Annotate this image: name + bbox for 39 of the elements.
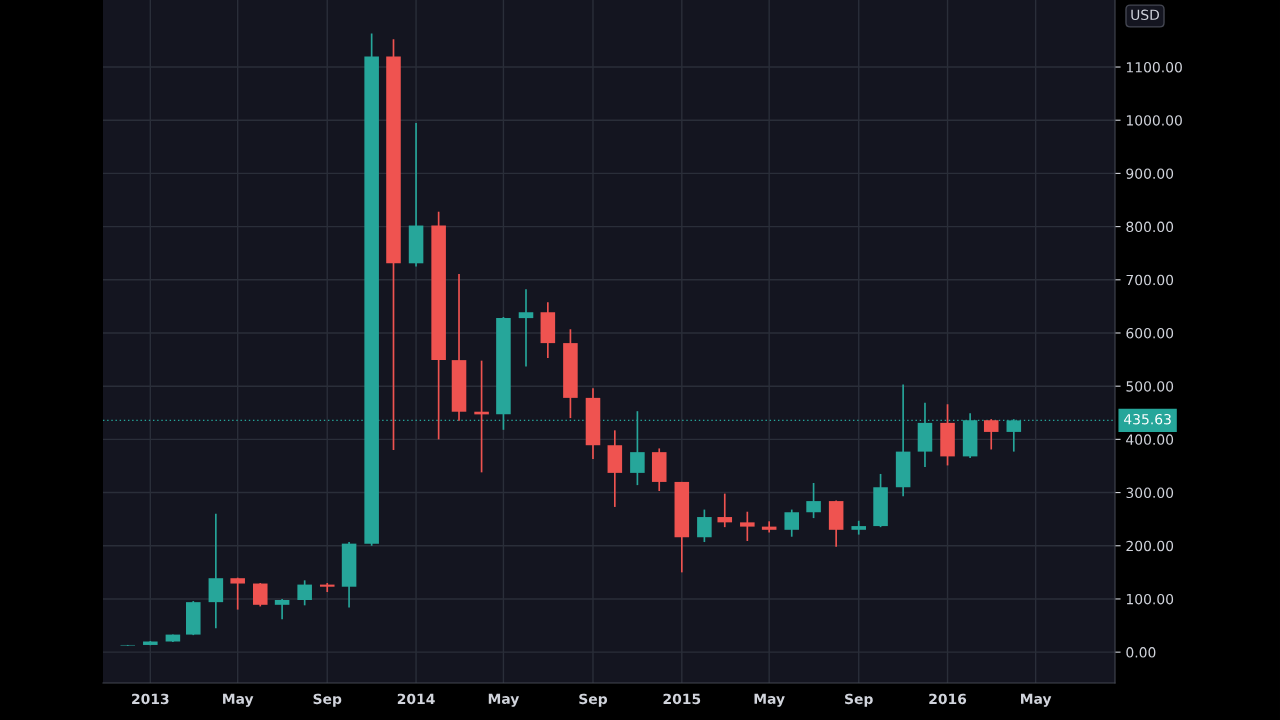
- candlestick: [230, 576, 245, 611]
- candlestick: [252, 582, 268, 608]
- x-tick-label: 2016: [929, 693, 967, 705]
- candlestick: [297, 579, 312, 607]
- y-tick-label: 300.00: [1126, 487, 1174, 499]
- candlestick: [983, 418, 999, 451]
- candlestick: [1006, 418, 1022, 453]
- ref-line-label: 435.63: [1124, 413, 1171, 425]
- candlestick: [208, 513, 224, 630]
- candlestick: [274, 598, 290, 621]
- x-tick-label: 2015: [663, 693, 701, 705]
- x-tick-label: Sep: [845, 693, 873, 707]
- x-tick-label: May: [1021, 693, 1052, 707]
- text: USD: [1131, 9, 1160, 21]
- x-tick-label: May: [754, 693, 785, 707]
- y-tick-label: 0.00: [1126, 647, 1156, 658]
- x-tick-label: Sep: [313, 693, 342, 707]
- x-tick-label: May: [223, 693, 254, 707]
- candlestick: [518, 288, 534, 368]
- y-tick-label: 100.00: [1126, 593, 1174, 605]
- x-tick-label: 2014: [397, 693, 435, 705]
- y-tick-label: 1100.00: [1126, 61, 1182, 73]
- candlestick: [319, 582, 335, 593]
- y-tick-label: 1000.00: [1126, 115, 1182, 126]
- candlestick: [740, 510, 755, 542]
- y-tick-label: 500.00: [1126, 381, 1174, 392]
- y-tick-label: 600.00: [1126, 327, 1174, 339]
- y-tick-label: 900.00: [1126, 168, 1174, 179]
- x-tick-label: May: [488, 693, 520, 707]
- candlestick: [717, 492, 733, 528]
- y-tick-label: 400.00: [1126, 434, 1174, 445]
- y-tick-label: 700.00: [1126, 274, 1174, 286]
- x-tick-label: 2013: [132, 693, 169, 705]
- candlestick: [697, 508, 712, 543]
- candlestick: [784, 508, 800, 538]
- candlestick: [806, 482, 821, 519]
- x-tick-label: Sep: [579, 693, 608, 707]
- y-tick-label: 200.00: [1126, 540, 1174, 552]
- y-tick-label: 800.00: [1126, 221, 1174, 233]
